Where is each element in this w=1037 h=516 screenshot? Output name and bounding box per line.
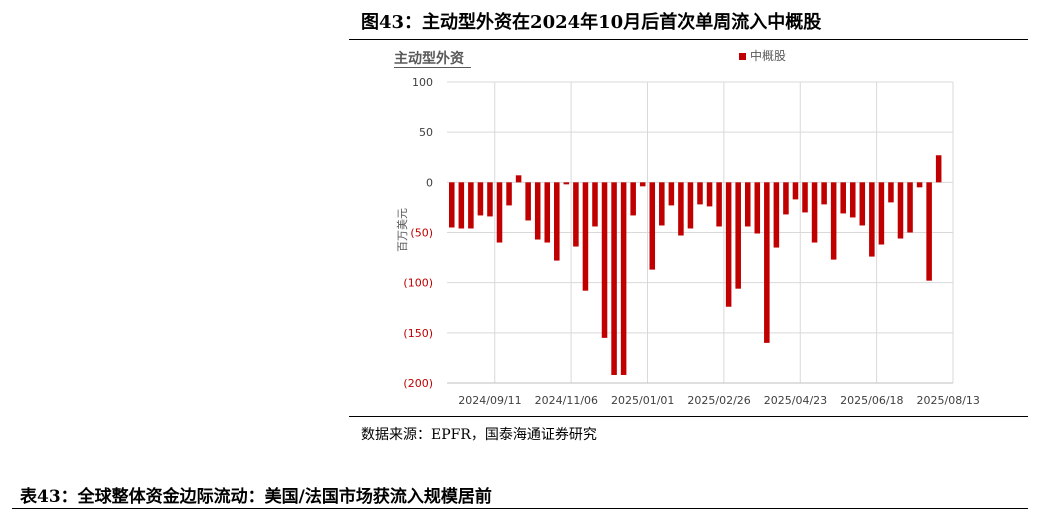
x-tick-label: 2025/01/01 (611, 394, 674, 407)
x-tick-label: 2025/02/26 (687, 394, 750, 407)
bar (506, 182, 512, 206)
x-tick-label: 2025/04/23 (764, 394, 827, 407)
x-tick-label: 2024/11/06 (535, 394, 598, 407)
bar (544, 182, 551, 243)
figure-source: 数据来源：EPFR，国泰海通证券研究 (361, 427, 597, 443)
y-tick-label: (200) (403, 377, 433, 390)
bar (916, 182, 923, 188)
bar (897, 182, 904, 239)
bar (830, 182, 837, 260)
legend: 中概股 (739, 48, 786, 63)
bar (764, 182, 770, 343)
bar (678, 182, 684, 236)
bar (601, 182, 608, 338)
figure-title: 图43：主动型外资在2024年10月后首次单周流入中概股 (361, 12, 822, 33)
bar (849, 182, 856, 218)
bar (496, 182, 503, 243)
bar (783, 182, 789, 215)
bar (573, 182, 579, 247)
y-tick-label: (50) (410, 227, 433, 240)
bar (687, 182, 694, 229)
bar (611, 182, 617, 375)
legend-label: 中概股 (750, 48, 786, 63)
bar (773, 182, 780, 248)
chart-title-underline (394, 67, 471, 68)
bar (668, 182, 675, 206)
bar (468, 182, 474, 229)
bar (592, 182, 598, 227)
bar (878, 182, 885, 245)
bar (554, 182, 560, 261)
x-tick-label: 2025/08/13 (917, 394, 980, 407)
bar (907, 182, 913, 233)
bar (515, 175, 522, 183)
bar (811, 182, 818, 243)
chart-title: 主动型外资 (394, 50, 464, 67)
bar (926, 182, 932, 281)
bar (697, 182, 703, 205)
bar (525, 182, 531, 221)
bar (869, 182, 875, 257)
table-title-rule (12, 508, 1028, 509)
bar (477, 182, 484, 216)
bar-chart: 主动型外资 中概股 百万美元 100 50 0 (50) (100) (150) (200)… (394, 48, 980, 407)
bar (458, 182, 465, 229)
y-axis-label: 百万美元 (396, 208, 409, 252)
bar (754, 182, 761, 234)
bar (735, 182, 741, 289)
legend-swatch (739, 53, 746, 60)
y-tick-label: 50 (419, 126, 433, 139)
figure-bottom-rule (349, 416, 1028, 417)
bar (630, 182, 636, 216)
y-tick-label: (150) (403, 327, 433, 340)
bar (716, 182, 722, 227)
bar (935, 155, 942, 183)
bar (534, 182, 541, 240)
bar (802, 182, 808, 213)
bar (888, 182, 894, 203)
bar (792, 182, 799, 200)
bar (620, 182, 627, 375)
bar (706, 182, 713, 207)
bar (449, 182, 455, 228)
y-tick-label: 100 (412, 76, 433, 89)
bar (659, 182, 665, 226)
bar (487, 182, 493, 217)
x-tick-label: 2024/09/11 (458, 394, 521, 407)
bar (649, 182, 656, 270)
bar (840, 182, 846, 214)
bar (744, 182, 751, 227)
bar (563, 182, 570, 185)
table-title: 表43：全球整体资金边际流动：美国/法国市场获流入规模居前 (20, 487, 492, 507)
y-tick-label: 0 (426, 176, 433, 189)
bar (725, 182, 732, 307)
figure-title-rule (349, 39, 1028, 40)
x-tick-label: 2025/06/18 (840, 394, 903, 407)
bar (821, 182, 827, 205)
y-tick-label: (100) (403, 277, 433, 290)
bar (859, 182, 866, 226)
bar (639, 182, 646, 187)
bar (582, 182, 589, 291)
